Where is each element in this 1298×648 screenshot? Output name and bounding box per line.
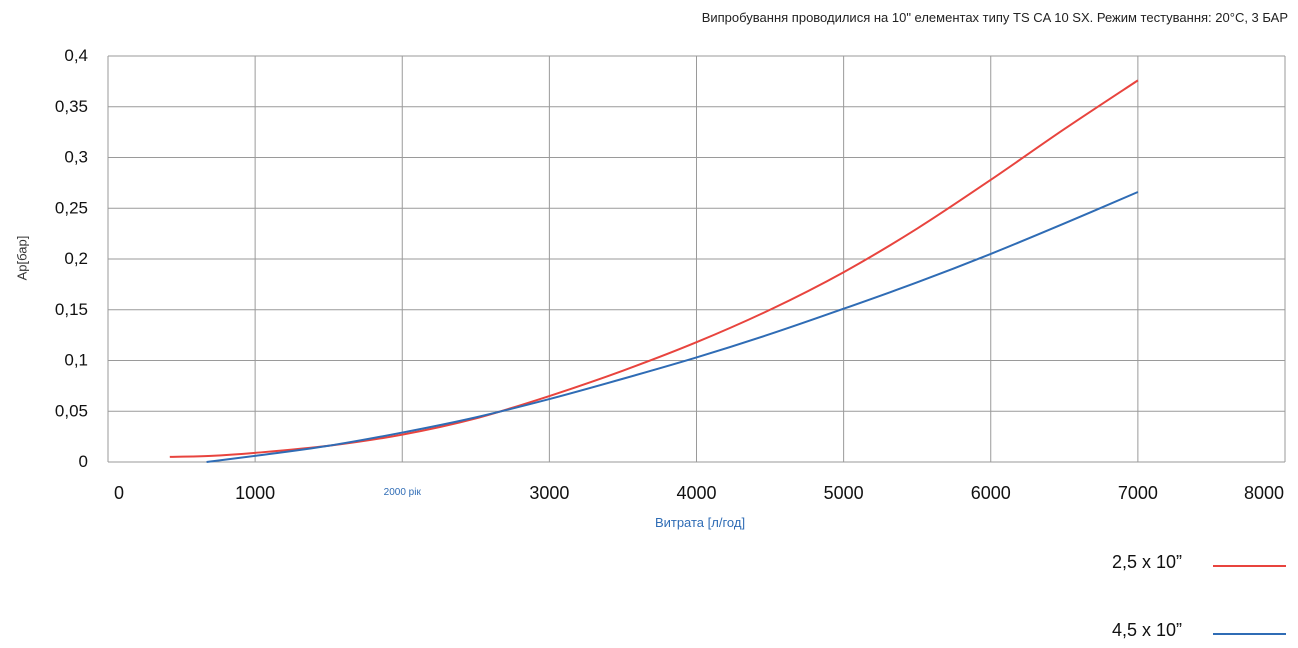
- x-tick-label: 6000: [971, 483, 1011, 503]
- legend-label-series-2: 4,5 x 10”: [1112, 620, 1183, 640]
- chart-subtitle: Випробування проводилися на 10" елемента…: [701, 10, 1288, 25]
- x-tick-label: 0: [114, 483, 124, 503]
- y-tick-label: 0: [79, 452, 88, 471]
- x-tick-label: 2000 рік: [384, 487, 422, 498]
- series-lines: [169, 79, 1139, 463]
- y-tick-label: 0,35: [55, 97, 88, 116]
- y-tick-label: 0,3: [64, 148, 88, 167]
- legend-swatch-series-1: [1213, 565, 1286, 567]
- series-line-1: [169, 79, 1139, 458]
- x-axis-label: Витрата [л/год]: [655, 515, 745, 530]
- y-tick-label: 0,4: [64, 46, 88, 65]
- y-tick-label: 0,1: [64, 351, 88, 370]
- y-tick-label: 0,05: [55, 401, 88, 420]
- x-tick-label: 3000: [529, 483, 569, 503]
- x-tick-label: 7000: [1118, 483, 1158, 503]
- legend-item-series-2: 4,5 x 10”: [1100, 616, 1290, 646]
- x-tick-label: 4000: [676, 483, 716, 503]
- legend-swatch-series-2: [1213, 633, 1286, 635]
- y-tick-label: 0,2: [64, 249, 88, 268]
- y-tick-labels: 0 0,05 0,1 0,15 0,2 0,25 0,3 0,35 0,4: [55, 46, 88, 471]
- grid: [107, 55, 1286, 463]
- x-tick-label: 8000: [1244, 483, 1284, 503]
- y-tick-label: 0,15: [55, 300, 88, 319]
- legend-label-series-1: 2,5 x 10”: [1112, 552, 1183, 572]
- x-tick-label: 1000: [235, 483, 275, 503]
- series-line-2: [206, 191, 1139, 463]
- x-tick-labels: 0 1000 2000 рік 3000 4000 5000 6000 7000 8000: [114, 483, 1284, 503]
- x-tick-label: 5000: [824, 483, 864, 503]
- y-tick-label: 0,25: [55, 198, 88, 217]
- legend-item-series-1: 2,5 x 10”: [1100, 548, 1290, 578]
